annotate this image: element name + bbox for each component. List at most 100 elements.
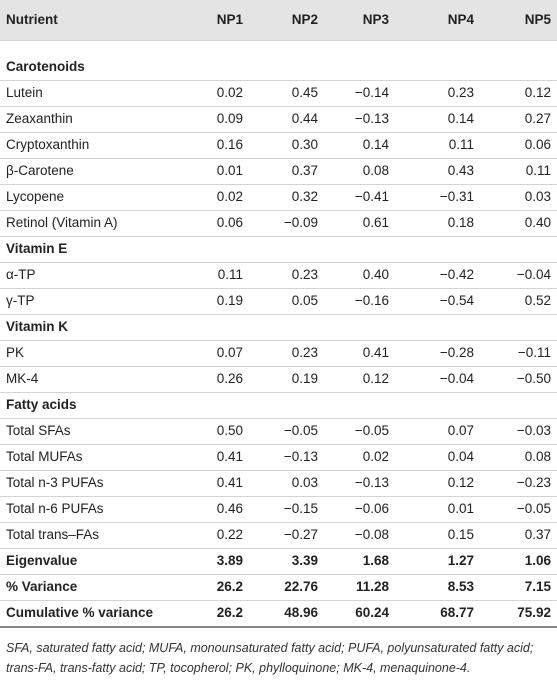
cell-value: 0.23: [447, 85, 474, 100]
cell-value: −0.05: [516, 501, 551, 516]
cell-value: 0.12: [524, 85, 551, 100]
column-header: Nutrient: [6, 12, 58, 27]
cell-value: −0.14: [354, 85, 389, 100]
cell-value: 0.19: [216, 293, 243, 308]
cell-value: 1.06: [524, 553, 551, 568]
cell-value: −0.06: [354, 501, 389, 516]
cell-value: −0.27: [283, 527, 318, 542]
row-rule: [0, 522, 557, 523]
cell-value: 0.14: [447, 111, 474, 126]
row-label: Eigenvalue: [6, 553, 78, 568]
cell-value: 0.23: [291, 267, 318, 282]
row-rule: [0, 262, 557, 263]
row-label: % Variance: [6, 579, 78, 594]
cell-value: 0.15: [447, 527, 474, 542]
cell-value: 0.09: [216, 111, 243, 126]
row-rule: [0, 106, 557, 107]
column-header: NP1: [216, 12, 243, 27]
cell-value: 0.19: [291, 371, 318, 386]
cell-value: 0.14: [362, 137, 389, 152]
cell-value: 0.03: [291, 475, 318, 490]
footnote: SFA, saturated fatty acid; MUFA, monouns…: [6, 641, 534, 675]
cell-value: 0.30: [291, 137, 318, 152]
cell-value: 1.68: [362, 553, 389, 568]
row-rule: [0, 392, 557, 393]
cell-value: 0.32: [291, 189, 318, 204]
cell-value: 0.22: [216, 527, 243, 542]
cell-value: 0.06: [216, 215, 243, 230]
cell-value: 3.39: [291, 553, 318, 568]
row-label: Cumulative % variance: [6, 605, 154, 620]
row-label: MK-4: [6, 371, 39, 386]
cell-value: 22.76: [284, 579, 318, 594]
table-bottom-rule: [0, 626, 557, 628]
row-label: Total trans–FAs: [6, 527, 100, 542]
row-label: Cryptoxanthin: [6, 137, 90, 152]
cell-value: 0.07: [447, 423, 474, 438]
cell-value: 60.24: [355, 605, 389, 620]
cell-value: 0.45: [291, 85, 318, 100]
cell-value: 0.26: [216, 371, 243, 386]
cell-value: 0.06: [524, 137, 551, 152]
row-label: α-TP: [6, 267, 36, 282]
row-label: Total n-3 PUFAs: [6, 475, 104, 490]
cell-value: 1.27: [447, 553, 474, 568]
section-heading: Vitamin K: [6, 319, 69, 334]
cell-value: 26.2: [216, 579, 243, 594]
cell-value: −0.42: [439, 267, 474, 282]
cell-value: −0.13: [354, 111, 389, 126]
cell-value: 0.08: [524, 449, 551, 464]
cell-value: −0.23: [516, 475, 551, 490]
column-header: NP5: [524, 12, 551, 27]
cell-value: −0.13: [354, 475, 389, 490]
cell-value: −0.13: [283, 449, 318, 464]
cell-value: 0.11: [448, 137, 474, 152]
row-label: Lycopene: [6, 189, 65, 204]
row-rule: [0, 80, 557, 81]
cell-value: 0.11: [525, 163, 551, 178]
row-rule: [0, 548, 557, 549]
cell-value: 0.02: [216, 189, 243, 204]
cell-value: −0.54: [439, 293, 474, 308]
cell-value: 0.05: [291, 293, 318, 308]
row-label: Total MUFAs: [6, 449, 83, 464]
row-rule: [0, 600, 557, 601]
cell-value: −0.16: [354, 293, 389, 308]
row-rule: [0, 314, 557, 315]
row-label: Retinol (Vitamin A): [6, 215, 118, 230]
cell-value: −0.50: [516, 371, 551, 386]
cell-value: 0.01: [216, 163, 243, 178]
header-rule: [0, 40, 557, 41]
cell-value: 0.44: [291, 111, 318, 126]
cell-value: 0.23: [291, 345, 318, 360]
cell-value: 0.08: [362, 163, 389, 178]
row-rule: [0, 132, 557, 133]
cell-value: 26.2: [216, 605, 243, 620]
row-label: Total n-6 PUFAs: [6, 501, 104, 516]
cell-value: 0.16: [216, 137, 243, 152]
row-label: Total SFAs: [6, 423, 71, 438]
cell-value: 0.04: [447, 449, 474, 464]
row-rule: [0, 470, 557, 471]
cell-value: 0.41: [216, 449, 243, 464]
cell-value: 48.96: [284, 605, 318, 620]
cell-value: 0.02: [216, 85, 243, 100]
cell-value: −0.09: [283, 215, 318, 230]
row-rule: [0, 574, 557, 575]
row-label: PK: [6, 345, 25, 360]
row-label: γ-TP: [6, 293, 35, 308]
cell-value: 75.92: [517, 605, 551, 620]
cell-value: 0.03: [524, 189, 551, 204]
cell-value: −0.31: [439, 189, 474, 204]
cell-value: 0.37: [524, 527, 551, 542]
row-rule: [0, 366, 557, 367]
cell-value: −0.04: [439, 371, 474, 386]
row-rule: [0, 288, 557, 289]
cell-value: −0.04: [516, 267, 551, 282]
cell-value: 0.07: [216, 345, 243, 360]
column-header: NP3: [362, 12, 389, 27]
cell-value: 0.37: [291, 163, 318, 178]
row-label: Lutein: [6, 85, 43, 100]
cell-value: 0.02: [362, 449, 389, 464]
